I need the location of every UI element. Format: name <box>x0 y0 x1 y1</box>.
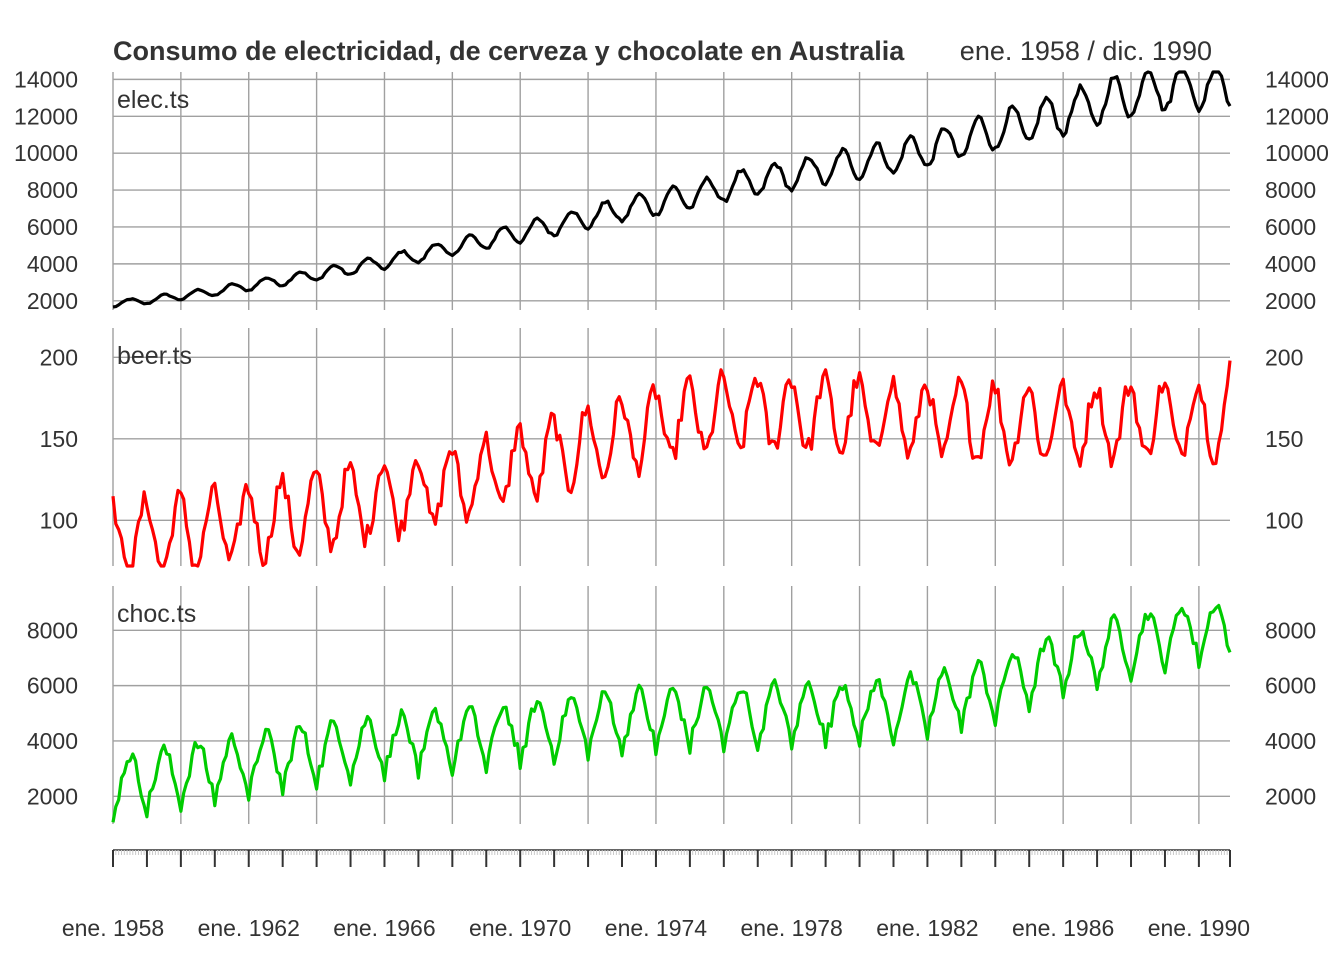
y-tick-label-left: 8000 <box>27 177 78 203</box>
x-tick-label: ene. 1966 <box>333 915 435 941</box>
grid-layer <box>112 72 1230 824</box>
y-tick-label-left: 200 <box>40 344 78 370</box>
x-tick-label: ene. 1990 <box>1148 915 1250 941</box>
y-tick-label-left: 14000 <box>14 66 78 92</box>
x-tick-label: ene. 1974 <box>605 915 708 941</box>
y-tick-label-right: 6000 <box>1265 673 1316 699</box>
y-tick-label-left: 8000 <box>27 617 78 643</box>
panel-label-elec-ts: elec.ts <box>117 86 189 114</box>
y-tick-label-right: 4000 <box>1265 728 1316 754</box>
y-tick-label-left: 4000 <box>27 728 78 754</box>
x-tick-label: ene. 1970 <box>469 915 571 941</box>
y-tick-label-right: 2000 <box>1265 783 1316 809</box>
panel-label-choc-ts: choc.ts <box>117 600 196 628</box>
panel-label-beer-ts: beer.ts <box>117 342 192 370</box>
y-tick-label-right: 2000 <box>1265 288 1316 314</box>
y-tick-label-left: 6000 <box>27 673 78 699</box>
y-tick-label-left: 150 <box>40 426 78 452</box>
x-tick-label: ene. 1958 <box>62 915 164 941</box>
label-layer: 2000 2000 4000 4000 6000 6000 8000 8000 10000 100… <box>14 66 1329 941</box>
y-tick-label-right: 150 <box>1265 426 1303 452</box>
y-tick-label-left: 2000 <box>27 783 78 809</box>
y-tick-label-right: 6000 <box>1265 214 1316 240</box>
y-tick-label-right: 4000 <box>1265 251 1316 277</box>
y-tick-label-left: 2000 <box>27 288 78 314</box>
y-tick-label-right: 12000 <box>1265 103 1329 129</box>
y-tick-label-right: 14000 <box>1265 66 1329 92</box>
axis-layer <box>112 849 1231 867</box>
series-line-elec-ts <box>112 70 1232 309</box>
x-tick-label: ene. 1978 <box>741 915 843 941</box>
series-line-choc-ts <box>111 603 1232 823</box>
y-tick-label-left: 6000 <box>27 214 78 240</box>
x-tick-label: ene. 1982 <box>876 915 978 941</box>
y-tick-label-left: 10000 <box>14 140 78 166</box>
y-tick-label-right: 8000 <box>1265 617 1316 643</box>
y-tick-label-left: 100 <box>40 507 78 533</box>
y-tick-label-left: 12000 <box>14 103 78 129</box>
date-range-label: ene. 1958 / dic. 1990 <box>960 36 1212 66</box>
series-line-beer-ts <box>111 360 1232 568</box>
series-layer <box>111 70 1232 823</box>
y-tick-label-right: 8000 <box>1265 177 1316 203</box>
x-tick-label: ene. 1986 <box>1012 915 1114 941</box>
y-tick-label-right: 100 <box>1265 507 1303 533</box>
x-tick-label: ene. 1962 <box>198 915 300 941</box>
chart-title: Consumo de electricidad, de cerveza y ch… <box>113 36 905 66</box>
y-tick-label-left: 4000 <box>27 251 78 277</box>
y-tick-label-right: 10000 <box>1265 140 1329 166</box>
y-tick-label-right: 200 <box>1265 344 1303 370</box>
